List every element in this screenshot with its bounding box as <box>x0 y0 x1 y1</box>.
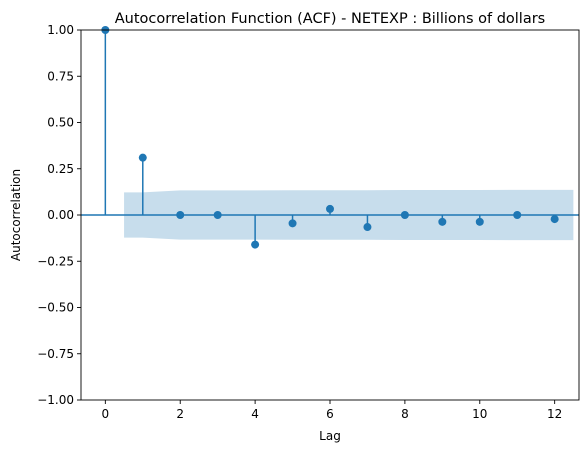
y-axis-label: Autocorrelation <box>9 169 23 261</box>
acf-marker-lag-10 <box>475 217 484 226</box>
acf-marker-lag-9 <box>438 217 447 226</box>
acf-marker-lag-5 <box>288 219 297 228</box>
x-tick-label: 12 <box>547 407 562 421</box>
x-tick-label: 0 <box>102 407 110 421</box>
y-tick-label: −0.75 <box>37 347 74 361</box>
y-tick-label: −0.25 <box>37 254 74 268</box>
acf-marker-lag-11 <box>513 211 522 219</box>
acf-marker-lag-8 <box>400 211 409 219</box>
plot-area: 0 2 4 6 8 10 12 −1.00 −0.75 −0.50 −0.25 0.00 0.25 0.5… <box>37 23 580 421</box>
chart-title: Autocorrelation Function (ACF) - NETEXP … <box>115 11 545 27</box>
y-tick-label: 0.25 <box>47 162 74 176</box>
acf-marker-lag-6 <box>326 204 334 213</box>
y-tick-label: −1.00 <box>37 393 74 407</box>
y-tick-label: 0.50 <box>47 116 74 130</box>
acf-marker-lag-3 <box>213 211 222 219</box>
acf-marker-lag-2 <box>176 211 185 219</box>
x-tick-label: 10 <box>472 407 487 421</box>
x-tick-label: 4 <box>251 407 259 421</box>
x-tick-label: 6 <box>326 407 334 421</box>
x-axis-label: Lag <box>319 429 341 443</box>
y-tick-label: 1.00 <box>47 23 74 37</box>
x-tick-label: 8 <box>401 407 409 421</box>
acf-marker-lag-4 <box>251 240 260 249</box>
acf-marker-lag-12 <box>550 215 559 224</box>
acf-marker-lag-1 <box>138 153 147 162</box>
x-tick-label: 2 <box>176 407 184 421</box>
y-tick-label: 0.00 <box>47 208 74 222</box>
y-tick-label: 0.75 <box>47 69 74 83</box>
y-tick-label: −0.50 <box>37 301 74 315</box>
acf-marker-lag-7 <box>363 223 372 232</box>
